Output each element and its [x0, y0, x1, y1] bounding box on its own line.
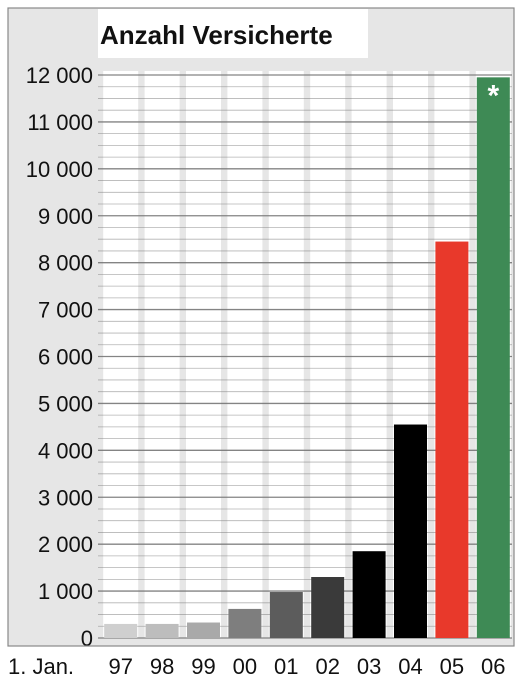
x-tick-label: 05 [440, 654, 464, 679]
x-tick-label: 06 [481, 654, 505, 679]
x-tick-label: 01 [274, 654, 298, 679]
y-tick-labels: 0 1 000 2 000 3 000 4 000 5 000 6 000 7 000 8 00… [26, 63, 93, 651]
y-tick-label: 3 000 [38, 485, 93, 510]
bar-annotation: * [487, 79, 499, 112]
bar-03 [352, 551, 386, 638]
column-stripe-03 [351, 71, 387, 638]
x-tick-label: 03 [357, 654, 381, 679]
y-tick-label: 12 000 [26, 63, 93, 88]
x-tick-label: 99 [191, 654, 215, 679]
bar-01 [269, 592, 303, 638]
bar-99 [187, 622, 220, 638]
y-tick-label: 10 000 [26, 157, 93, 182]
bar-02 [311, 577, 345, 638]
title-box [98, 9, 368, 58]
column-stripe-02 [310, 71, 346, 638]
bar-04 [394, 424, 427, 638]
y-tick-label: 11 000 [27, 110, 93, 135]
x-tick-labels: 1. Jan. 97 98 99 00 01 02 03 04 05 06 [8, 654, 506, 679]
column-stripe-99 [186, 71, 221, 638]
y-tick-label: 0 [81, 626, 93, 651]
x-tick-label: 97 [108, 654, 132, 679]
y-tick-label: 4 000 [38, 438, 93, 463]
bar-97 [104, 623, 138, 638]
column-stripe-00 [227, 71, 263, 638]
column-stripe-97 [103, 71, 139, 638]
y-tick-label: 5 000 [38, 391, 93, 416]
bars [104, 77, 510, 639]
bar-06 [476, 77, 510, 639]
bar-05 [435, 241, 469, 638]
x-tick-label: 02 [315, 654, 339, 679]
x-axis-prefix: 1. Jan. [8, 654, 74, 679]
y-tick-label: 6 000 [38, 345, 93, 370]
x-tick-label: 98 [150, 654, 174, 679]
column-stripe-98 [144, 71, 180, 638]
y-tick-label: 2 000 [38, 532, 93, 557]
y-tick-label: 7 000 [38, 298, 93, 323]
y-tick-label: 9 000 [38, 204, 93, 229]
chart-frame [7, 7, 515, 647]
y-tick-label: 1 000 [38, 579, 93, 604]
chart-title: Anzahl Versicherte [100, 20, 333, 50]
y-tick-label: 8 000 [38, 251, 93, 276]
bar-98 [145, 623, 179, 638]
column-stripe-01 [268, 71, 304, 638]
bar-00 [228, 608, 262, 638]
x-tick-label: 00 [233, 654, 257, 679]
x-tick-label: 04 [398, 654, 422, 679]
